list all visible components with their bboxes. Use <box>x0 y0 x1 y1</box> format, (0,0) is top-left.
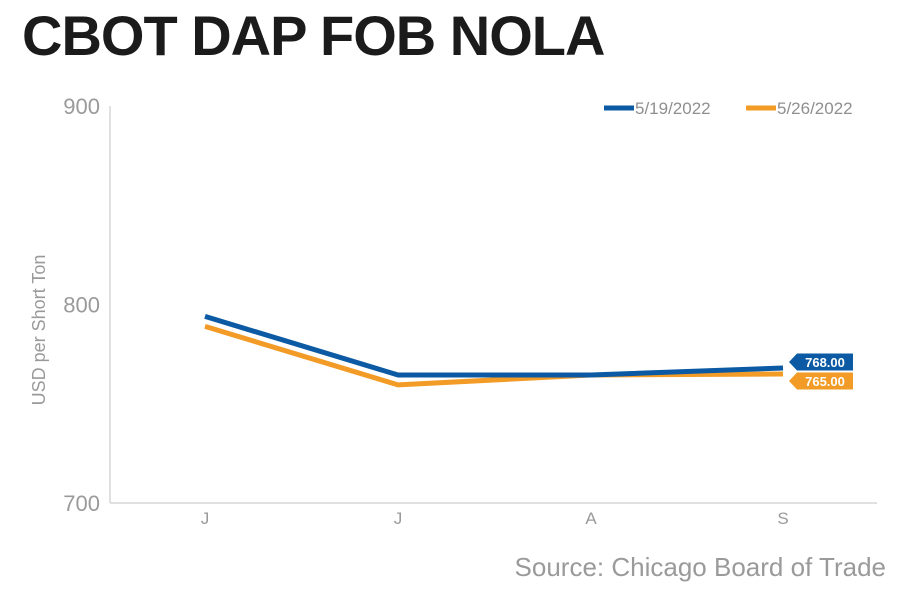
end-value-badge: 768.00 <box>789 353 853 371</box>
badge-value: 765.00 <box>805 374 845 389</box>
series-lines <box>204 314 784 388</box>
series-line <box>204 323 784 388</box>
x-tick-label: J <box>201 509 210 528</box>
y-tick-labels: 700 800 900 <box>63 94 100 516</box>
x-tick-label: A <box>585 509 597 528</box>
badge-value: 768.00 <box>805 355 845 370</box>
axes <box>109 106 877 504</box>
legend-item: 5/19/2022 <box>604 99 711 118</box>
end-value-badges: 768.00 765.00 <box>789 353 853 390</box>
y-tick-label: 800 <box>63 293 100 318</box>
legend-label: 5/26/2022 <box>777 99 853 118</box>
end-value-badge: 765.00 <box>789 372 853 390</box>
x-tick-label: S <box>777 509 788 528</box>
source-note: Source: Chicago Board of Trade <box>514 552 886 582</box>
legend-label: 5/19/2022 <box>635 99 711 118</box>
series-line <box>204 314 784 378</box>
legend: 5/19/2022 5/26/2022 <box>604 99 853 118</box>
y-axis-label: USD per Short Ton <box>29 255 49 406</box>
x-tick-label: J <box>394 509 403 528</box>
y-tick-label: 900 <box>63 94 100 119</box>
y-tick-label: 700 <box>63 491 100 516</box>
badge-shape <box>789 372 853 390</box>
badge-shape <box>789 353 853 371</box>
chart-title: CBOT DAP FOB NOLA <box>22 4 605 67</box>
legend-item: 5/26/2022 <box>746 99 853 118</box>
